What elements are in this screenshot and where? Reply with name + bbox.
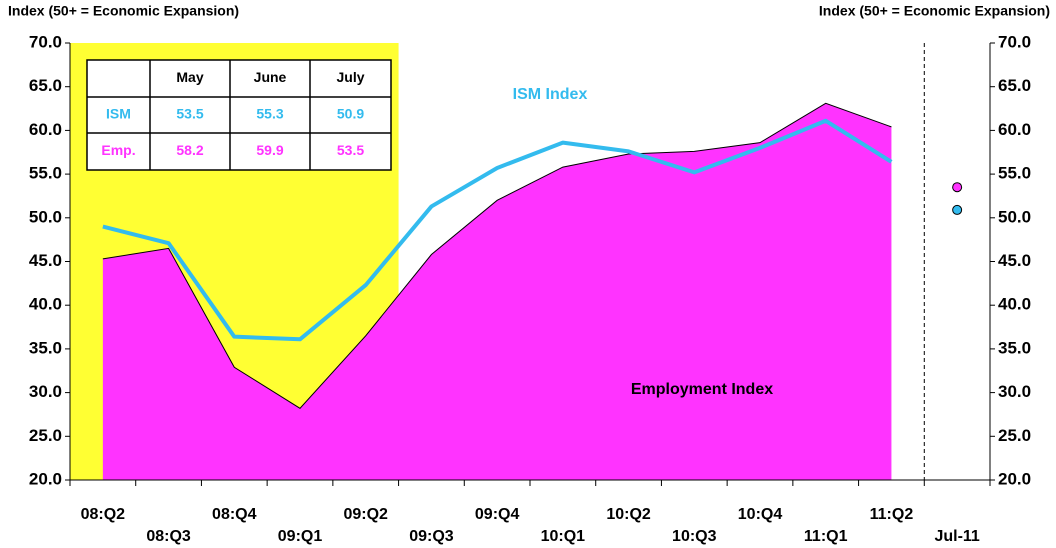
table-header: June [254,69,287,85]
y2-tick-label: 70.0 [998,32,1031,51]
table-header: May [176,69,203,85]
latest-dot [952,182,963,193]
x-tick-label: 10:Q4 [738,506,783,523]
latest-dot [952,204,963,215]
x-tick-label: 09:Q1 [278,528,323,545]
table-row-label: Emp. [101,142,135,158]
y-tick-label: 40.0 [29,295,62,314]
table-bg [86,59,392,171]
y-tick-label: 35.0 [29,338,62,357]
y2-axis-label: Index (50+ = Economic Expansion) [819,3,1050,19]
y2-tick-label: 60.0 [998,120,1031,139]
y2-tick-label: 30.0 [998,382,1031,401]
y-tick-label: 65.0 [29,76,62,95]
y2-tick-label: 55.0 [998,164,1031,183]
x-tick-label: 09:Q2 [343,506,388,523]
y-axis-label: Index (50+ = Economic Expansion) [8,3,239,19]
table-cell: 58.2 [176,142,203,158]
area [102,103,892,480]
y2-tick-label: 45.0 [998,251,1031,270]
y2-tick-label: 35.0 [998,338,1031,357]
y2-tick-label: 25.0 [998,426,1031,445]
y2-tick-label: 20.0 [998,469,1031,488]
y-tick-label: 50.0 [29,207,62,226]
x-tick-label: Jul-11 [934,528,979,545]
y2-tick-label: 50.0 [998,207,1031,226]
line [102,118,893,342]
area-outline [102,102,892,409]
y2-tick-label: 65.0 [998,76,1031,95]
table-header: July [336,69,364,85]
y-tick-label: 55.0 [29,164,62,183]
y-tick-label: 70.0 [29,32,62,51]
x-tick-label: 08:Q2 [81,506,126,523]
x-tick-label: 10:Q2 [606,506,651,523]
table-cell: 59.9 [256,142,283,158]
table-cell: 55.3 [256,106,283,122]
y-tick-label: 60.0 [29,120,62,139]
x-tick-label: 09:Q3 [409,528,454,545]
x-tick-label: 10:Q1 [541,528,586,545]
table-cell: 50.9 [337,106,364,122]
x-tick-label: 09:Q4 [475,506,520,523]
series-label: ISM Index [513,86,588,103]
x-tick-label: 11:Q1 [804,528,848,545]
table-cell: 53.5 [176,106,203,122]
x-tick-label: 11:Q2 [870,506,914,523]
y2-tick-label: 40.0 [998,295,1031,314]
y-tick-label: 25.0 [29,426,62,445]
x-tick-label: 10:Q3 [672,528,717,545]
y-tick-label: 30.0 [29,382,62,401]
y-tick-label: 20.0 [29,469,62,488]
table-cell: 53.5 [337,142,364,158]
table-row-label: ISM [106,106,131,122]
series-label: Employment Index [631,381,773,398]
x-tick-label: 08:Q3 [146,528,191,545]
y-tick-label: 45.0 [29,251,62,270]
x-tick-label: 08:Q4 [212,506,257,523]
